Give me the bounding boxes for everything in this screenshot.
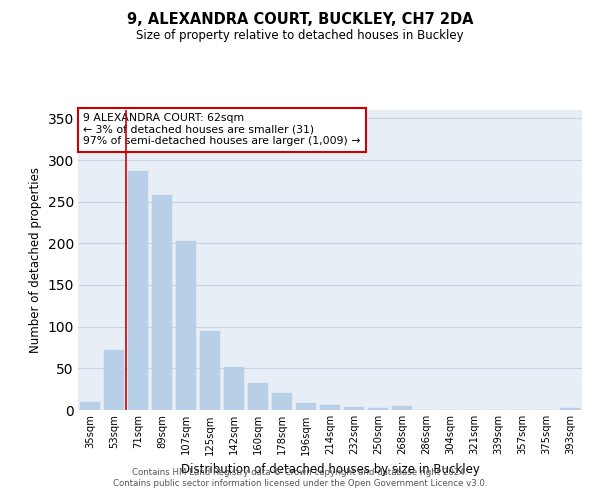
Text: 9 ALEXANDRA COURT: 62sqm
← 3% of detached houses are smaller (31)
97% of semi-de: 9 ALEXANDRA COURT: 62sqm ← 3% of detache…: [83, 113, 361, 146]
Y-axis label: Number of detached properties: Number of detached properties: [29, 167, 42, 353]
Bar: [272, 392, 292, 410]
Bar: [368, 408, 388, 410]
Bar: [200, 331, 220, 410]
Bar: [176, 241, 196, 410]
Bar: [320, 405, 340, 410]
Text: 9, ALEXANDRA COURT, BUCKLEY, CH7 2DA: 9, ALEXANDRA COURT, BUCKLEY, CH7 2DA: [127, 12, 473, 28]
Bar: [128, 171, 148, 410]
X-axis label: Distribution of detached houses by size in Buckley: Distribution of detached houses by size …: [181, 463, 479, 476]
Bar: [224, 366, 244, 410]
Text: Size of property relative to detached houses in Buckley: Size of property relative to detached ho…: [136, 29, 464, 42]
Bar: [152, 195, 172, 410]
Bar: [344, 406, 364, 410]
Bar: [392, 406, 412, 410]
Bar: [296, 404, 316, 410]
Bar: [80, 402, 100, 410]
Bar: [104, 350, 124, 410]
Text: Contains HM Land Registry data © Crown copyright and database right 2024.
Contai: Contains HM Land Registry data © Crown c…: [113, 468, 487, 487]
Bar: [560, 408, 580, 410]
Bar: [248, 384, 268, 410]
